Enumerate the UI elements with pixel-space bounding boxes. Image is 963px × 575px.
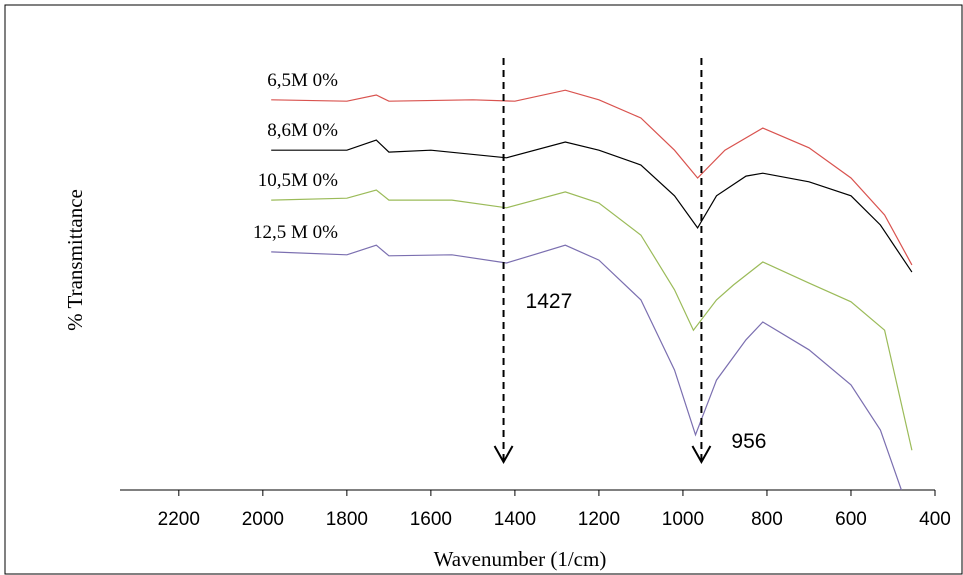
x-tick-label: 1000 [662, 509, 704, 530]
chart: Wavenumber (1/cm) % Transmittance 2200 20… [0, 0, 963, 575]
x-tick-label: 600 [835, 509, 867, 530]
y-axis-title: % Transmittance [63, 189, 87, 331]
x-tick-label: 400 [919, 509, 951, 530]
chart-border [5, 5, 962, 574]
series-label: 8,6M 0% [267, 120, 338, 141]
annotation-label: 1427 [526, 290, 573, 313]
x-tick-label: 1400 [494, 509, 536, 530]
x-tick-label: 2200 [158, 509, 200, 530]
x-axis-title: Wavenumber (1/cm) [434, 547, 607, 571]
x-tick-label: 2000 [242, 509, 284, 530]
series-label: 6,5M 0% [267, 70, 338, 91]
x-tick-label: 1800 [326, 509, 368, 530]
x-tick-label: 800 [751, 509, 783, 530]
series-label: 10,5M 0% [258, 170, 338, 191]
page: Wavenumber (1/cm) % Transmittance 2200 20… [0, 0, 963, 575]
series-label: 12,5 M 0% [253, 222, 338, 243]
x-tick-label: 1200 [578, 509, 620, 530]
x-tick-label: 1600 [410, 509, 452, 530]
annotation-label: 956 [731, 430, 766, 453]
